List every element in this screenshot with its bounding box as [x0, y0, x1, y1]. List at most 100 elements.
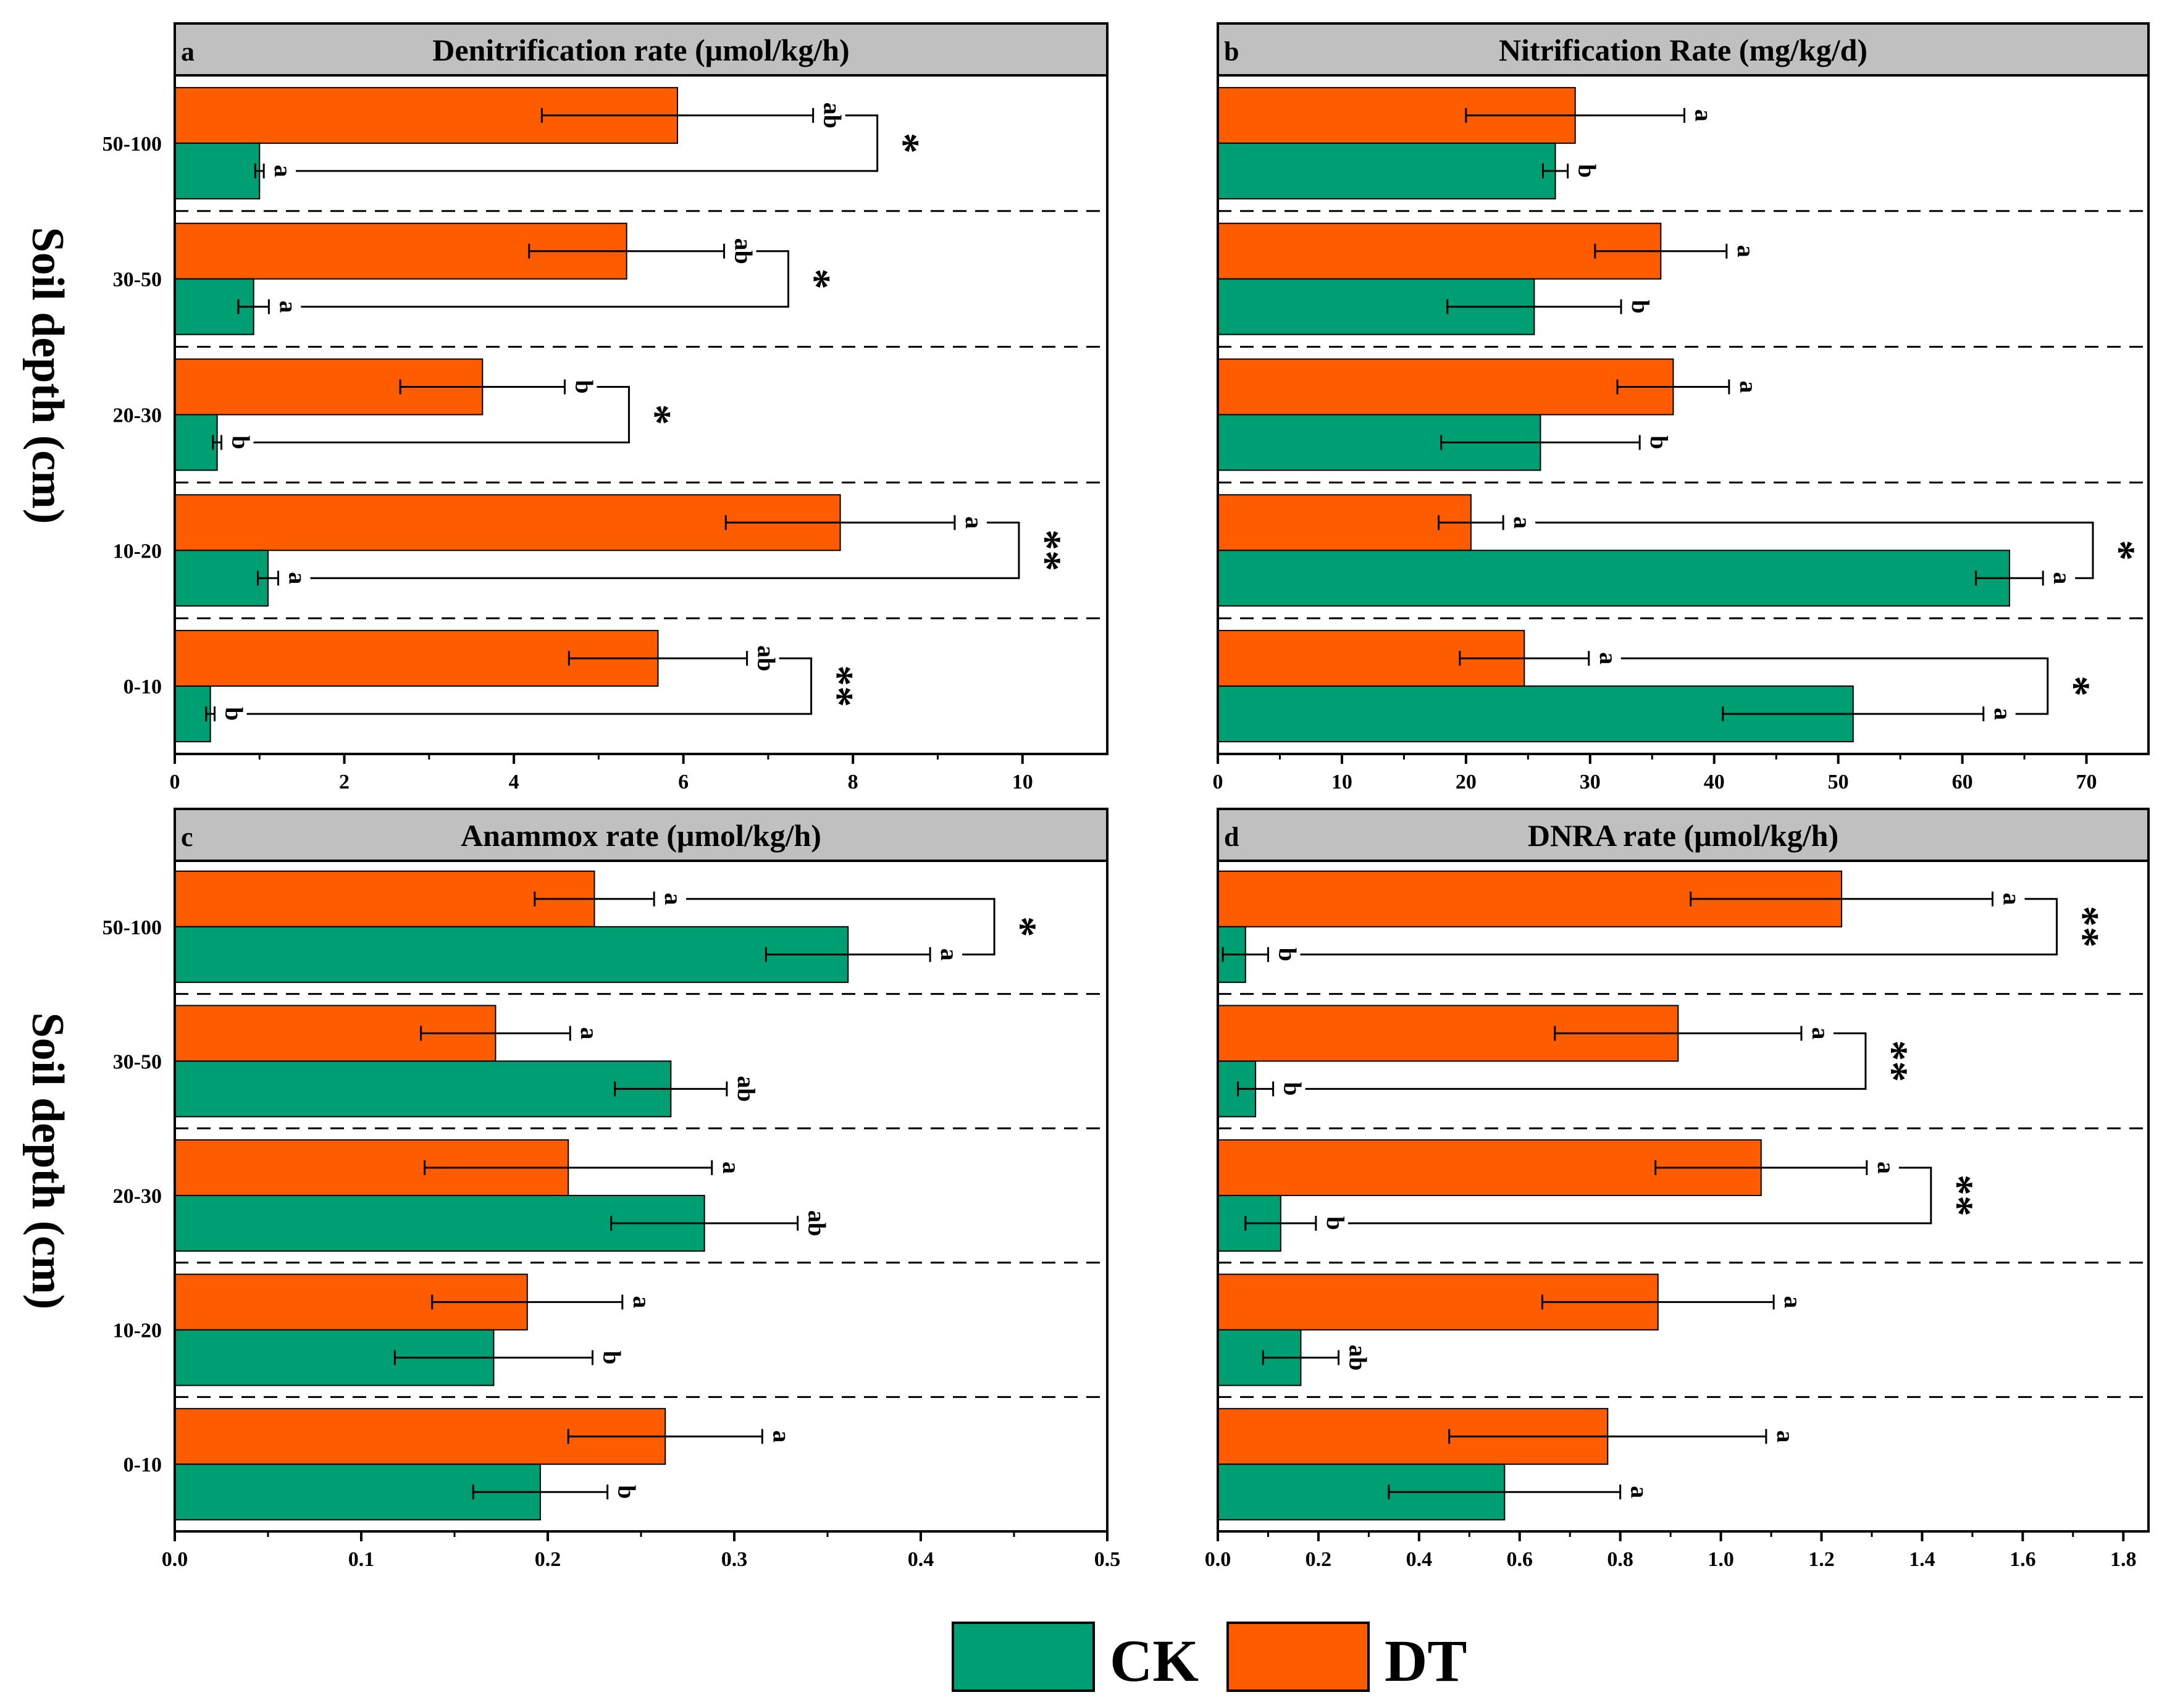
- letter-ck: b: [1279, 1082, 1307, 1095]
- letter-dt: a: [1595, 652, 1622, 664]
- significance-marker: *: [793, 269, 840, 290]
- x-tick-label: 1.0: [1708, 1548, 1734, 1571]
- x-tick-label: 1.6: [2010, 1548, 2036, 1571]
- x-tick-label: 4: [509, 771, 519, 793]
- category-label: 50-100: [103, 916, 162, 939]
- panel-c-anammox: c Anammox rate (μmol/kg/h)0-10ab10-20ab20…: [103, 808, 1121, 1571]
- letter-dt: a: [1690, 109, 1718, 122]
- letter-ck: b: [227, 435, 255, 449]
- letter-dt: ab: [753, 645, 781, 671]
- x-tick-label: 60: [1952, 771, 1973, 793]
- significance-bracket: [1535, 521, 2094, 579]
- y-axis-label-bottom: Soil depth (cm): [22, 1013, 73, 1310]
- letter-ck: ab: [732, 1076, 760, 1102]
- y-axis-label-top: Soil depth (cm): [22, 227, 73, 524]
- letter-dt: ab: [730, 238, 758, 264]
- significance-bracket: [1620, 657, 2049, 715]
- x-tick-label: 10: [1331, 771, 1352, 793]
- x-tick-label: 0.0: [1205, 1548, 1231, 1571]
- letter-dt: a: [1772, 1430, 1800, 1442]
- letter-ck: a: [269, 165, 297, 177]
- significance-marker: *: [633, 404, 680, 425]
- bar-ck: [1217, 1329, 1302, 1386]
- x-tick-label: 0.6: [1507, 1548, 1533, 1571]
- letter-ck: b: [1645, 435, 1673, 449]
- significance-bracket: [1348, 1166, 1932, 1224]
- title-bar: [1217, 22, 2150, 77]
- x-tick-label: 50: [1828, 771, 1849, 793]
- letter-dt: a: [718, 1162, 745, 1174]
- legend-swatch-dt: [1226, 1622, 1370, 1692]
- bar-ck: [174, 685, 211, 743]
- panel-title: Anammox rate (μmol/kg/h): [461, 818, 821, 853]
- x-tick-label: 1.2: [1808, 1548, 1835, 1571]
- letter-ck: ab: [1344, 1344, 1372, 1370]
- bar-dt: [1217, 358, 1674, 416]
- x-tick-label: 40: [1704, 771, 1725, 793]
- letter-ck: ab: [803, 1210, 831, 1236]
- x-tick-label: 10: [1012, 771, 1033, 793]
- letter-ck: b: [1322, 1216, 1349, 1230]
- significance-marker: *: [882, 133, 929, 154]
- x-tick-label: 1.8: [2110, 1548, 2137, 1571]
- title-bar: [174, 808, 1109, 862]
- category-label: 0-10: [124, 676, 162, 698]
- x-tick-label: 0.2: [535, 1548, 561, 1571]
- significance-bracket: [310, 521, 1020, 579]
- letter-ck: a: [2048, 572, 2076, 584]
- letter-dt: a: [960, 516, 988, 529]
- letter-dt: a: [768, 1430, 795, 1442]
- bar-ck: [1217, 550, 2010, 607]
- x-tick-label: 0.5: [1094, 1548, 1121, 1571]
- letter-dt: b: [570, 380, 598, 393]
- significance-marker: **: [1023, 529, 1070, 571]
- legend-label-dt: DT: [1385, 1628, 1467, 1694]
- plot-frame: [1217, 860, 2150, 1533]
- title-bar: [174, 22, 1109, 77]
- bar-dt: [1217, 494, 1472, 551]
- panel-b-nitrification: b Nitrification Rate (mg/kg/d) a a * a a * a b a b a…: [1213, 22, 2150, 793]
- letter-ck: b: [613, 1485, 641, 1499]
- significance-marker: **: [1935, 1174, 1982, 1216]
- category-label: 30-50: [113, 1050, 162, 1073]
- bar-ck: [174, 414, 218, 471]
- panel-a-denitrification: a Denitrification rate (μmol/kg/h)0-10abb…: [103, 22, 1109, 793]
- panel-label: b: [1224, 36, 1239, 67]
- category-label: 50-100: [103, 133, 162, 156]
- significance-marker: **: [2061, 906, 2108, 948]
- bar-ck: [174, 142, 261, 199]
- bar-ck: [174, 550, 269, 607]
- x-tick-label: 0: [1213, 771, 1223, 793]
- significance-marker: **: [816, 665, 863, 707]
- panel-label: c: [181, 822, 193, 852]
- letter-ck: a: [274, 301, 302, 313]
- letter-dt: a: [628, 1296, 656, 1308]
- x-tick-label: 0.2: [1306, 1548, 1332, 1571]
- legend-swatch-ck: [952, 1622, 1095, 1692]
- category-label: 0-10: [124, 1454, 162, 1476]
- category-label: 10-20: [113, 1320, 162, 1342]
- x-tick-label: 0.8: [1607, 1548, 1633, 1571]
- x-tick-label: 0.3: [721, 1548, 748, 1571]
- panel-label: d: [1224, 822, 1239, 852]
- panel-d-dnra: d DNRA rate (μmol/kg/h)aaaabab**ab**ab**0…: [1205, 808, 2150, 1571]
- letter-ck: b: [598, 1350, 626, 1364]
- bar-ck: [174, 1060, 672, 1118]
- legend-label-ck: CK: [1110, 1628, 1199, 1694]
- panel-title: Nitrification Rate (mg/kg/d): [1499, 33, 1867, 67]
- letter-dt: ab: [819, 103, 847, 128]
- category-label: 20-30: [113, 404, 162, 427]
- letter-dt: a: [1735, 381, 1763, 393]
- letter-ck: a: [1989, 708, 2017, 720]
- bar-ck: [1217, 142, 1556, 199]
- x-tick-label: 8: [848, 771, 858, 793]
- letter-dt: a: [576, 1027, 603, 1039]
- plot-frame: [174, 74, 1109, 755]
- legend: CK DT: [952, 1622, 1467, 1694]
- title-bar: [1217, 808, 2150, 862]
- category-label: 30-50: [113, 269, 162, 291]
- letter-ck: b: [1273, 948, 1301, 961]
- plot-frame: [1217, 74, 2150, 755]
- x-tick-label: 2: [339, 771, 350, 793]
- letter-ck: a: [283, 572, 311, 584]
